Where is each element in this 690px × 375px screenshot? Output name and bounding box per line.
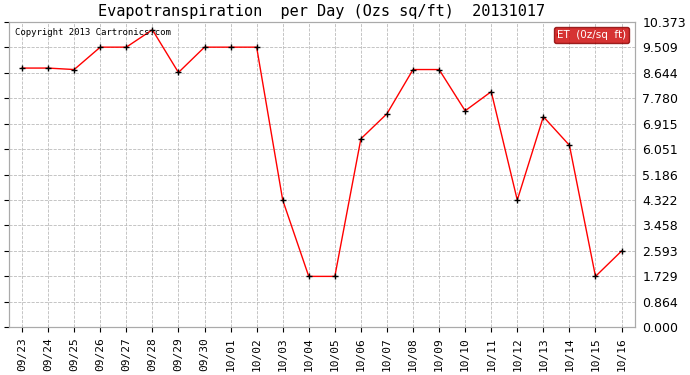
- Legend: ET  (0z/sq  ft): ET (0z/sq ft): [554, 27, 629, 43]
- Title: Evapotranspiration  per Day (Ozs sq/ft)  20131017: Evapotranspiration per Day (Ozs sq/ft) 2…: [98, 4, 545, 19]
- Text: Copyright 2013 Cartronics.com: Copyright 2013 Cartronics.com: [15, 28, 171, 37]
